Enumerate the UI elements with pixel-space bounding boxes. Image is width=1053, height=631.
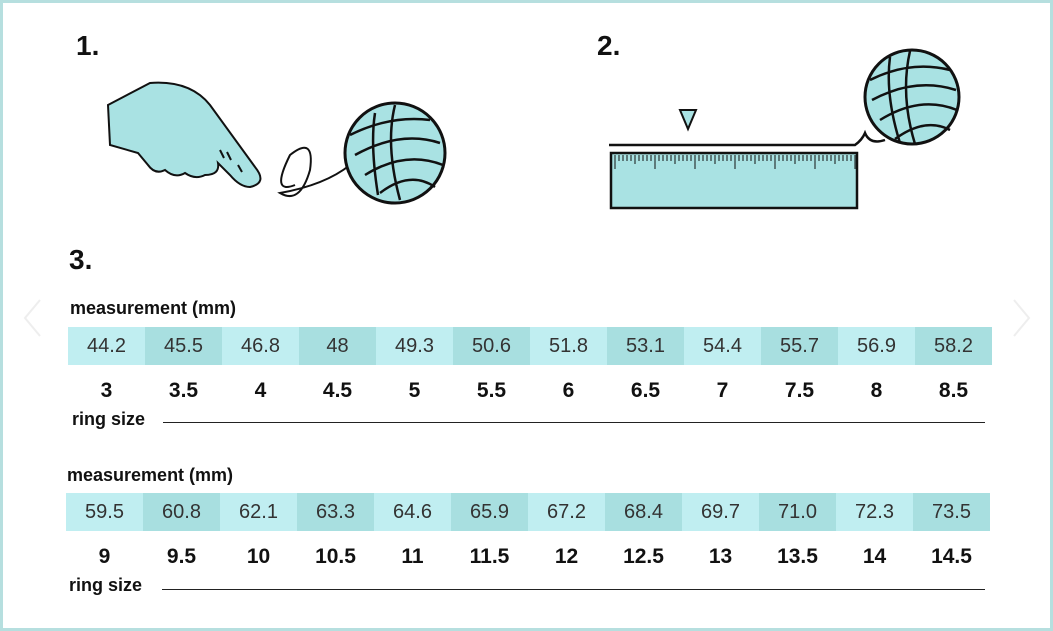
measurement-cell: 46.8 [222,327,299,365]
ring-size-row: 9 9.5 10 10.5 11 11.5 12 12.5 13 13.5 14 14.5 [66,545,990,569]
measurement-cell: 45.5 [145,327,222,365]
ring-size-row: 3 3.5 4 4.5 5 5.5 6 6.5 7 7.5 8 8.5 [68,379,992,403]
measurement-cell: 54.4 [684,327,761,365]
step-2-label: 2. [597,30,621,61]
yarn-ball-icon [863,48,961,146]
measurement-cell: 51.8 [530,327,607,365]
measurement-row: 44.2 45.5 46.8 48 49.3 50.6 51.8 53.1 54.4 55.7 56… [68,327,992,365]
ring-size-cell: 4 [254,379,267,402]
measurement-cell: 56.9 [838,327,915,365]
measurement-cell: 68.4 [605,493,682,531]
measurement-cell: 63.3 [297,493,374,531]
measurement-cell: 49.3 [376,327,453,365]
ruler-measure-illustration [609,48,961,210]
measurement-cell: 58.2 [915,327,992,365]
ring-size-cell: 3.5 [168,379,199,402]
ring-size-cell: 12 [554,545,579,568]
measurement-cell: 69.7 [682,493,759,531]
measurement-cell: 64.6 [374,493,451,531]
ring-size-cell: 14 [862,545,887,568]
measurement-cell: 65.9 [451,493,528,531]
ring-size-cell: 10 [246,545,271,568]
string-icon [277,146,351,198]
marker-arrow-icon [678,109,698,132]
measurement-cell: 44.2 [68,327,145,365]
prev-arrow-icon[interactable] [22,298,42,338]
measurement-cell: 73.5 [913,493,990,531]
divider-line [162,589,985,590]
ring-size-cell: 5.5 [476,379,507,402]
finger-wrap-illustration [106,81,447,205]
measurement-cell: 59.5 [66,493,143,531]
measurement-cell: 53.1 [607,327,684,365]
measurement-row: 59.5 60.8 62.1 63.3 64.6 65.9 67.2 68.4 69.7 71.0… [66,493,990,531]
measurement-cell: 72.3 [836,493,913,531]
ring-size-label: ring size [69,575,143,595]
measurement-cell: 71.0 [759,493,836,531]
ring-size-cell: 4.5 [322,379,353,402]
divider-line [163,422,985,423]
ring-size-cell: 14.5 [931,545,972,568]
ring-size-cell: 13.5 [777,545,818,568]
ring-size-cell: 8 [870,379,883,402]
measurement-cell: 55.7 [761,327,838,365]
ring-size-cell: 9 [98,545,111,568]
ring-size-cell: 11 [401,545,424,568]
string-line [609,129,886,147]
ring-size-cell: 6.5 [630,379,661,402]
ruler-icon [609,151,859,210]
ring-size-cell: 7.5 [784,379,815,402]
ring-size-cell: 9.5 [166,545,197,568]
measurement-cell: 67.2 [528,493,605,531]
measurement-cell: 48 [299,327,376,365]
step-1-label: 1. [76,30,100,61]
yarn-ball-icon [343,101,447,205]
step-3-label: 3. [69,244,93,275]
ring-size-cell: 6 [562,379,575,402]
measurement-cell: 60.8 [143,493,220,531]
measurement-cell: 62.1 [220,493,297,531]
measurement-cell: 50.6 [453,327,530,365]
next-arrow-icon[interactable] [1012,298,1032,338]
ring-size-cell: 5 [408,379,421,402]
ring-size-cell: 7 [716,379,729,402]
ring-size-cell: 3 [100,379,113,402]
ring-size-cell: 11.5 [469,545,510,568]
measurement-label: measurement (mm) [67,465,234,485]
ring-size-cell: 12.5 [623,545,664,568]
ring-size-cell: 13 [708,545,733,568]
ring-size-label: ring size [72,409,146,429]
measurement-label: measurement (mm) [70,298,237,318]
ring-size-cell: 10.5 [315,545,356,568]
ring-size-cell: 8.5 [938,379,969,402]
hand-icon [106,81,262,189]
